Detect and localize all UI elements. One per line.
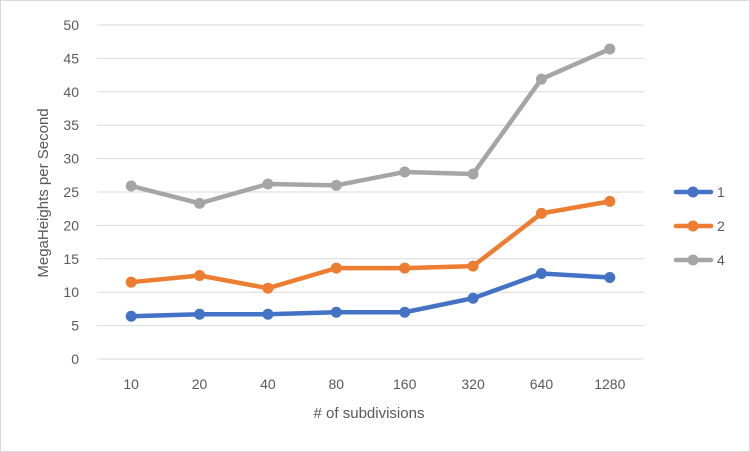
series-line	[128, 271, 613, 319]
data-point	[467, 168, 479, 180]
x-tick-label: 320	[461, 376, 485, 392]
gridlines	[97, 24, 644, 360]
y-tick-label: 35	[63, 117, 79, 133]
x-tick-label: 80	[329, 376, 345, 392]
y-tick-label: 25	[63, 184, 79, 200]
legend-label: 4	[717, 252, 725, 268]
data-point	[330, 262, 342, 274]
series-2-line	[125, 195, 616, 294]
y-tick-label: 5	[71, 318, 79, 334]
y-tick-label: 50	[63, 17, 79, 33]
series-group	[125, 43, 616, 322]
y-tick-label: 15	[63, 251, 79, 267]
data-point	[604, 43, 616, 55]
series-line	[128, 46, 613, 206]
legend-item-1: 1	[673, 184, 725, 200]
y-axis-ticks: 0 5 10 15 20 25 30 35 40 45 50	[63, 17, 79, 367]
x-tick-label: 1280	[594, 376, 625, 392]
data-point	[604, 272, 616, 284]
data-point	[125, 310, 137, 322]
data-point	[535, 73, 547, 85]
x-tick-label: 640	[530, 376, 554, 392]
y-tick-label: 0	[71, 351, 79, 367]
data-point	[194, 197, 206, 209]
data-point	[399, 306, 411, 318]
legend-label: 1	[717, 184, 725, 200]
series-4-line	[125, 43, 616, 209]
data-point	[535, 207, 547, 219]
data-point	[125, 180, 137, 192]
x-tick-label: 10	[123, 376, 139, 392]
data-point	[604, 195, 616, 207]
legend-item-2: 2	[673, 218, 725, 234]
series-line	[128, 199, 613, 291]
y-tick-label: 20	[63, 217, 79, 233]
legend-item-4: 4	[673, 252, 725, 268]
legend-swatch-marker	[687, 254, 699, 266]
data-point	[262, 308, 274, 320]
x-axis-title: # of subdivisions	[314, 405, 425, 422]
legend: 1 2 4	[673, 184, 725, 268]
data-point	[262, 178, 274, 190]
y-tick-label: 45	[63, 50, 79, 66]
data-point	[262, 282, 274, 294]
data-point	[194, 270, 206, 281]
x-tick-label: 160	[393, 376, 417, 392]
data-point	[399, 166, 411, 178]
data-point	[125, 276, 137, 288]
data-point	[194, 308, 206, 320]
y-axis-title: MegaHeights per Second	[35, 108, 52, 277]
y-tick-label: 30	[63, 151, 79, 167]
data-point	[535, 267, 547, 279]
data-point	[330, 179, 342, 191]
y-tick-label: 10	[63, 284, 79, 300]
data-point	[467, 260, 479, 272]
y-tick-label: 40	[63, 84, 79, 100]
data-point	[399, 262, 411, 274]
x-axis-ticks: 10 20 40 80 160 320 640 1280	[123, 376, 625, 392]
data-point	[330, 306, 342, 318]
data-point	[467, 292, 479, 304]
x-tick-label: 40	[260, 376, 276, 392]
legend-swatch-marker	[687, 220, 699, 232]
legend-label: 2	[717, 218, 725, 234]
x-tick-label: 20	[192, 376, 208, 392]
legend-swatch-marker	[687, 186, 699, 198]
series-1-line	[125, 267, 616, 322]
